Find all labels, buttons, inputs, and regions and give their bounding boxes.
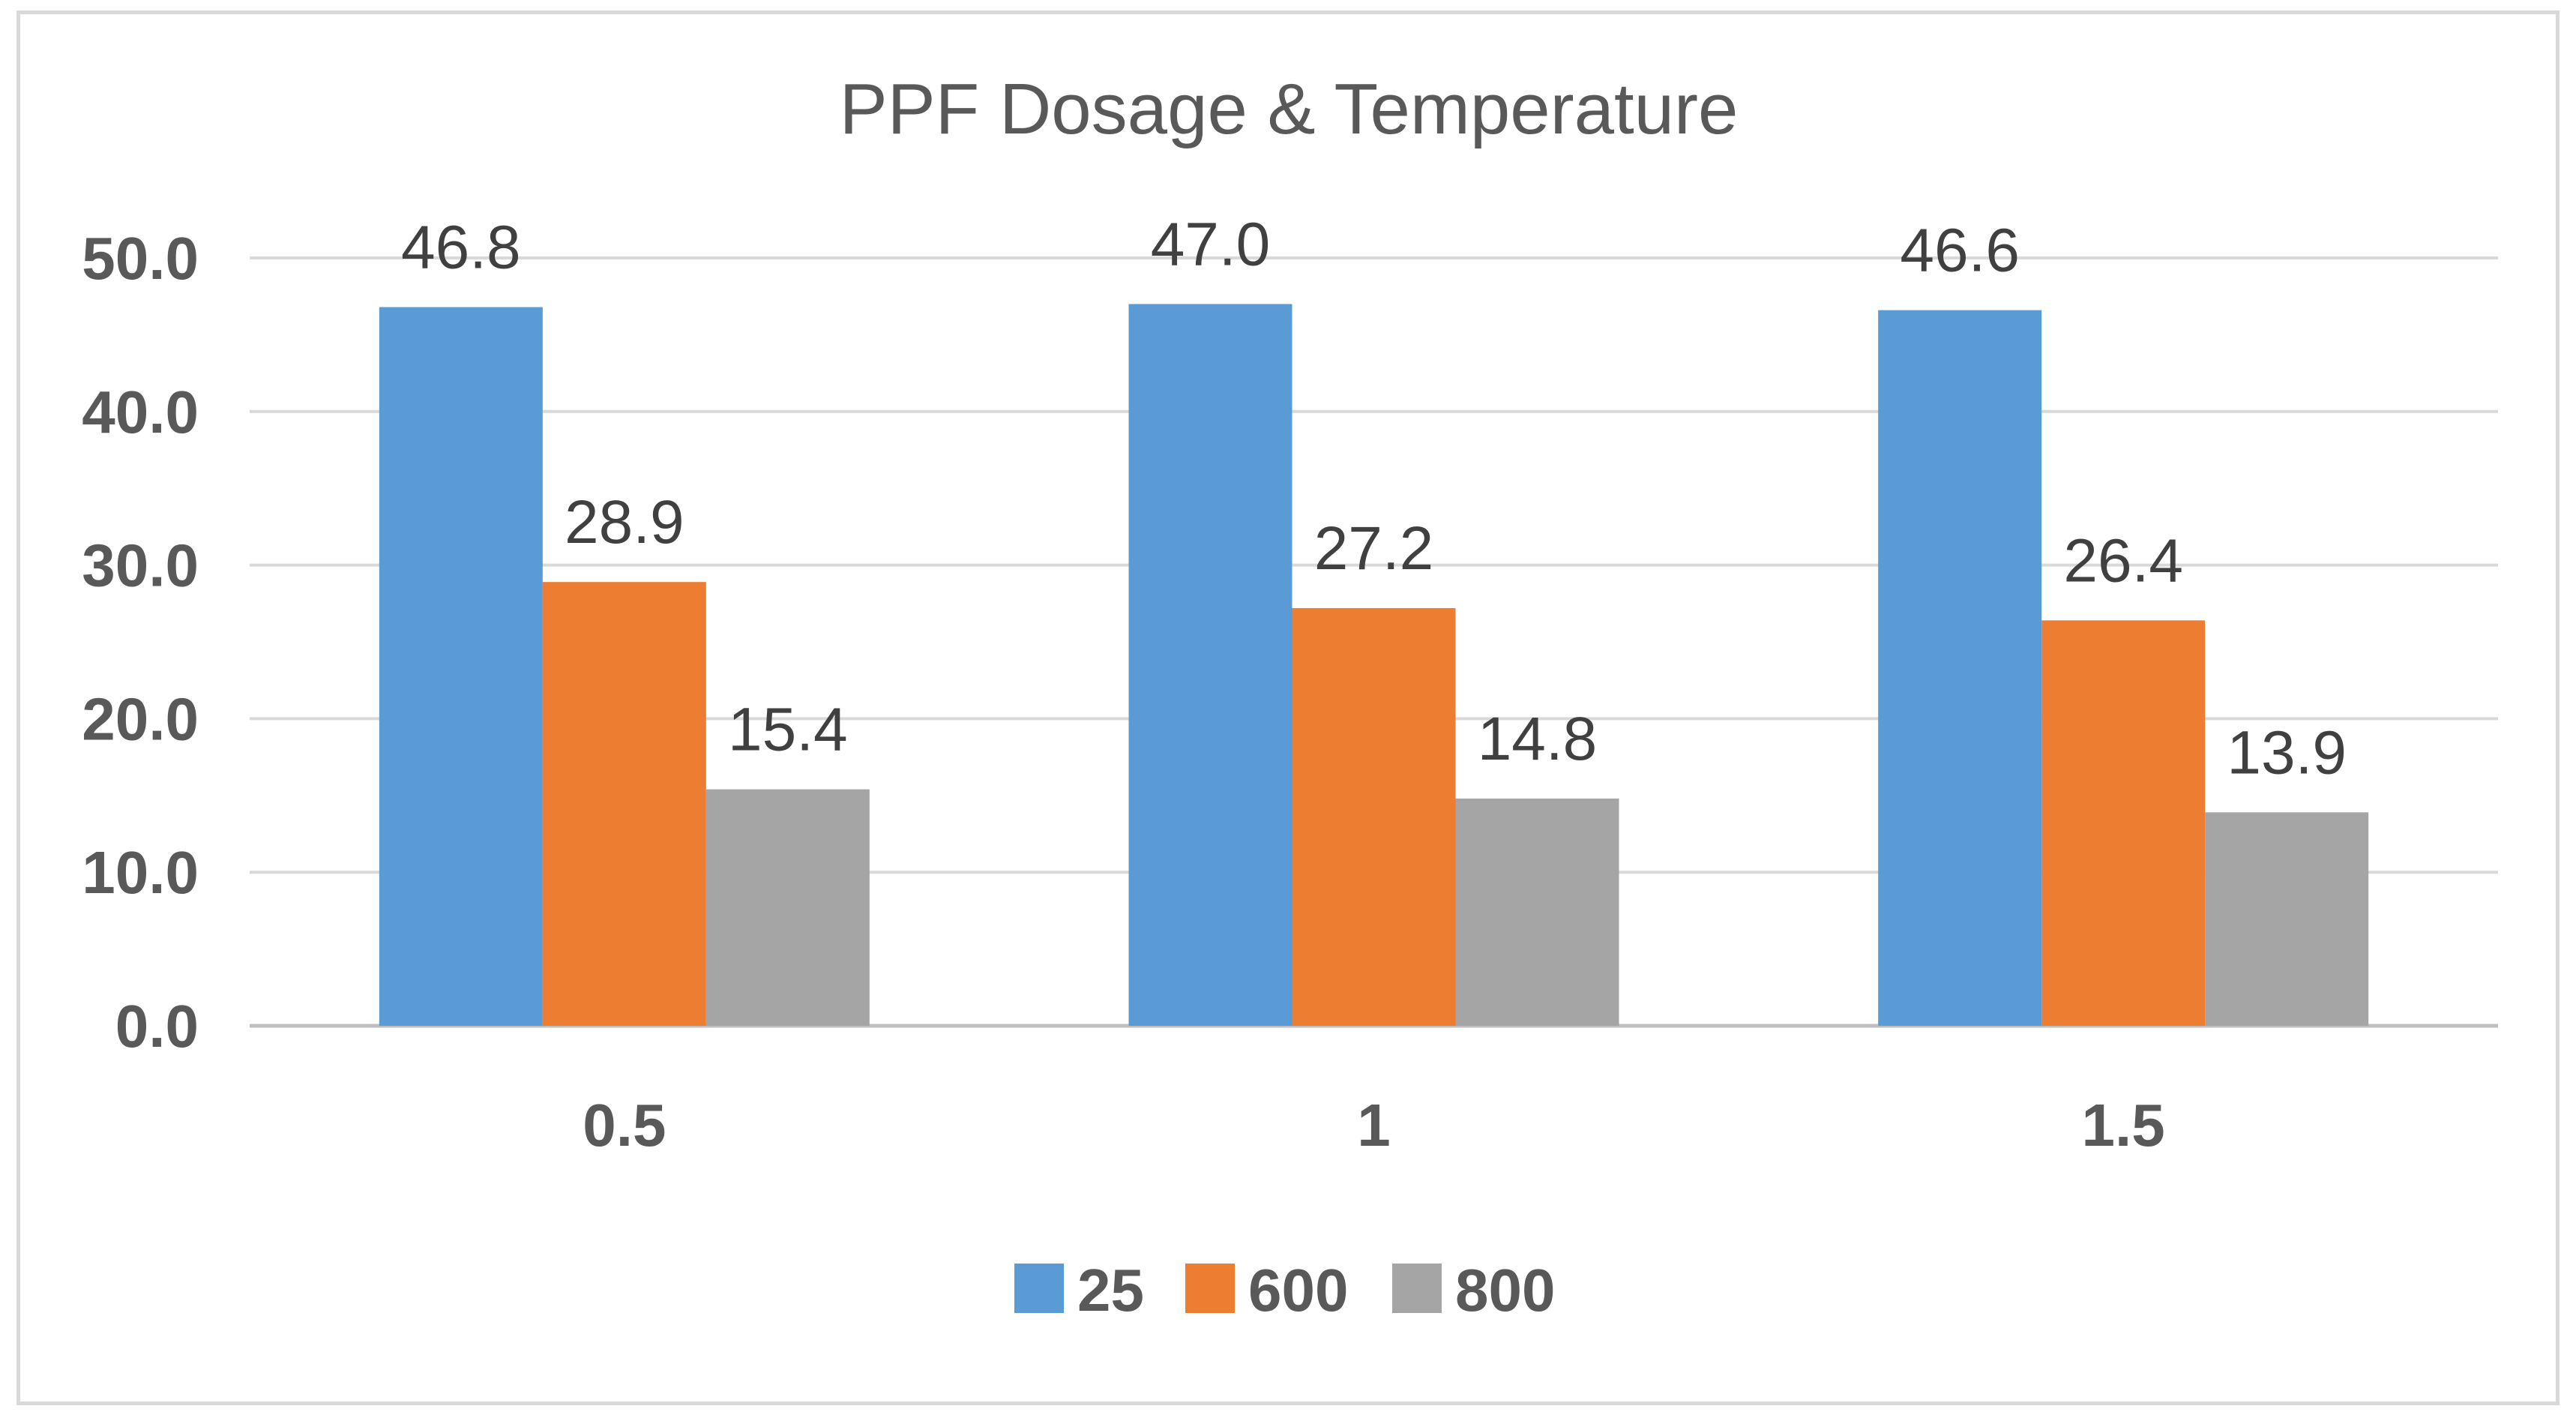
bar-800-1 (1455, 798, 1619, 1026)
bar-25-1.5 (1878, 310, 2042, 1027)
bar-600-0.5 (542, 582, 706, 1026)
bar-25-1 (1128, 304, 1292, 1026)
y-tick-label: 40.0 (82, 379, 199, 445)
legend-label-800: 800 (1455, 1257, 1555, 1324)
y-axis-ticks: 0.0 10.0 20.0 30.0 40.0 50.0 (82, 225, 199, 1060)
bar-600-1.5 (2041, 620, 2206, 1026)
data-label: 27.2 (1314, 514, 1434, 583)
y-tick-label: 0.0 (115, 993, 199, 1060)
legend-swatch-800 (1392, 1264, 1442, 1313)
x-tick-label: 0.5 (583, 1092, 666, 1159)
y-tick-label: 50.0 (82, 225, 199, 292)
bar-25-0.5 (379, 307, 543, 1026)
y-tick-label: 20.0 (82, 685, 199, 752)
legend: 25 600 800 (1014, 1257, 1555, 1324)
bar-800-1.5 (2205, 812, 2369, 1026)
legend-label-25: 25 (1077, 1257, 1144, 1324)
x-tick-label: 1 (1357, 1092, 1391, 1159)
data-label: 46.8 (401, 214, 521, 282)
data-label: 46.6 (1900, 217, 2020, 285)
data-label: 15.4 (728, 696, 848, 764)
bar-600-1 (1292, 607, 1456, 1026)
data-labels: 46.8 28.9 15.4 47.0 27.2 14.8 46.6 26.4 13.9 (401, 210, 2347, 787)
data-label: 28.9 (565, 488, 684, 556)
legend-swatch-25 (1014, 1264, 1064, 1313)
legend-label-600: 600 (1248, 1257, 1348, 1324)
x-tick-label: 1.5 (2082, 1092, 2165, 1159)
chart-title: PPF Dosage & Temperature (840, 69, 1739, 149)
y-tick-label: 30.0 (82, 532, 199, 599)
data-label: 13.9 (2227, 718, 2347, 787)
bar-800-0.5 (705, 789, 870, 1026)
data-label: 14.8 (1478, 705, 1598, 773)
data-label: 26.4 (2063, 526, 2183, 595)
bars (379, 304, 2369, 1027)
x-axis-ticks: 0.5 1 1.5 (583, 1092, 2165, 1159)
y-tick-label: 10.0 (82, 839, 199, 906)
legend-swatch-600 (1185, 1264, 1235, 1313)
data-label: 47.0 (1151, 210, 1271, 278)
